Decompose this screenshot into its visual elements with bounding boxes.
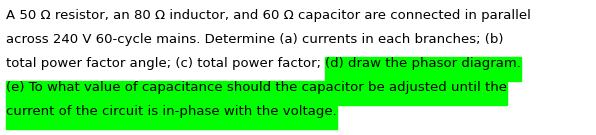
Text: (e) To what value of capacitance should the capacitor be adjusted until the: (e) To what value of capacitance should … xyxy=(6,81,507,94)
Bar xyxy=(325,57,521,81)
Text: A 50 Ω resistor, an 80 Ω inductor, and 60 Ω capacitor are connected in parallel: A 50 Ω resistor, an 80 Ω inductor, and 6… xyxy=(6,9,531,22)
Text: total power factor angle; (c) total power factor;: total power factor angle; (c) total powe… xyxy=(6,57,325,70)
Text: (d) draw the phasor diagram.: (d) draw the phasor diagram. xyxy=(325,57,521,70)
Bar xyxy=(6,105,337,129)
Text: across 240 V 60-cycle mains. Determine (a) currents in each branches; (b): across 240 V 60-cycle mains. Determine (… xyxy=(6,33,504,46)
Bar xyxy=(6,81,507,105)
Text: current of the circuit is in-phase with the voltage.: current of the circuit is in-phase with … xyxy=(6,105,337,118)
